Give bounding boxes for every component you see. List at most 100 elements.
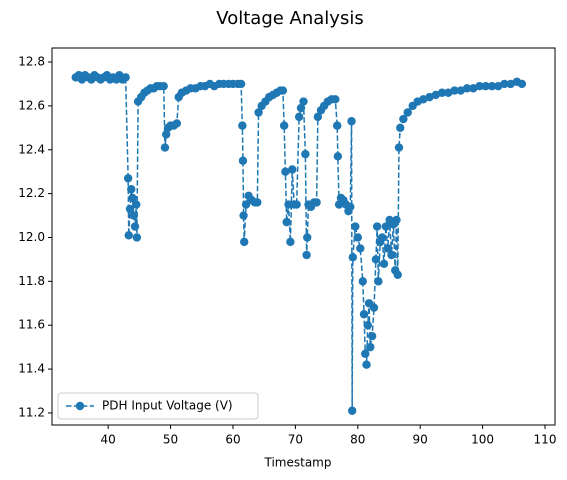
data-point bbox=[127, 185, 136, 194]
data-point bbox=[500, 79, 509, 89]
data-point bbox=[475, 81, 484, 91]
data-point bbox=[392, 215, 401, 225]
data-point bbox=[254, 108, 263, 117]
data-point bbox=[379, 259, 389, 269]
data-point bbox=[374, 277, 383, 286]
data-point bbox=[353, 233, 362, 242]
data-point bbox=[302, 250, 311, 260]
data-point bbox=[172, 119, 182, 128]
data-point bbox=[396, 123, 405, 133]
data-point bbox=[332, 121, 342, 130]
data-point bbox=[313, 112, 323, 122]
data-point bbox=[487, 81, 497, 91]
data-point bbox=[132, 233, 142, 242]
data-point bbox=[462, 84, 472, 93]
data-point bbox=[294, 112, 304, 122]
data-point bbox=[236, 79, 246, 89]
data-point bbox=[363, 321, 372, 330]
data-point bbox=[372, 222, 382, 231]
y-tick-label: 11.2 bbox=[18, 405, 45, 419]
data-point bbox=[369, 303, 379, 312]
y-tick-label: 12.8 bbox=[18, 55, 45, 69]
data-point bbox=[381, 222, 391, 231]
x-tick-label: 60 bbox=[225, 433, 240, 447]
data-point bbox=[129, 211, 138, 220]
data-point bbox=[312, 198, 321, 207]
data-point bbox=[123, 174, 133, 183]
data-point bbox=[160, 143, 170, 152]
data-point bbox=[281, 167, 290, 176]
data-point bbox=[238, 156, 248, 165]
data-point bbox=[331, 95, 340, 104]
x-axis-label: Timestamp bbox=[264, 456, 332, 470]
x-tick-label: 110 bbox=[534, 433, 557, 447]
data-point bbox=[292, 200, 301, 209]
chart-title: Voltage Analysis bbox=[216, 8, 363, 29]
legend-box bbox=[57, 392, 259, 420]
data-point bbox=[517, 79, 527, 89]
data-point bbox=[394, 143, 404, 152]
data-point bbox=[253, 198, 262, 207]
data-point bbox=[130, 222, 140, 231]
data-point bbox=[356, 244, 365, 253]
data-point bbox=[362, 360, 371, 369]
data-point bbox=[348, 253, 358, 262]
data-point bbox=[303, 233, 312, 242]
y-tick-label: 11.4 bbox=[18, 362, 45, 376]
x-tick-label: 100 bbox=[471, 433, 494, 447]
data-point bbox=[371, 255, 381, 264]
data-point bbox=[124, 231, 133, 240]
y-tick-label: 12.4 bbox=[18, 142, 45, 156]
data-point bbox=[399, 114, 408, 124]
y-tick-label: 11.8 bbox=[18, 274, 45, 288]
data-point bbox=[351, 222, 360, 231]
data-point bbox=[383, 244, 392, 253]
data-point bbox=[387, 250, 396, 260]
y-tick-label: 12.0 bbox=[18, 230, 45, 244]
data-point bbox=[240, 237, 249, 247]
data-point bbox=[358, 277, 367, 286]
data-point bbox=[238, 121, 247, 130]
x-tick-label: 50 bbox=[163, 433, 178, 447]
data-point bbox=[450, 86, 459, 95]
data-point bbox=[346, 202, 355, 211]
data-point bbox=[393, 270, 402, 279]
data-point bbox=[125, 204, 135, 214]
data-point bbox=[282, 217, 291, 227]
y-tick-label: 11.6 bbox=[18, 318, 45, 332]
data-point bbox=[301, 149, 310, 159]
x-tick-label: 70 bbox=[288, 433, 303, 447]
data-point bbox=[347, 406, 357, 415]
data-point bbox=[296, 103, 306, 113]
data-point bbox=[347, 117, 356, 126]
y-tick-label: 12.6 bbox=[18, 98, 45, 112]
plot-frame bbox=[51, 47, 556, 426]
data-point bbox=[367, 331, 377, 341]
x-tick-label: 80 bbox=[350, 433, 365, 447]
data-point bbox=[481, 81, 490, 91]
data-point bbox=[239, 211, 248, 220]
x-tick-label: 40 bbox=[101, 433, 116, 447]
legend-label: PDH Input Voltage (V) bbox=[102, 399, 233, 413]
data-point bbox=[366, 342, 375, 352]
data-point bbox=[403, 108, 412, 117]
data-point bbox=[286, 237, 295, 247]
data-point bbox=[278, 86, 288, 95]
y-tick-label: 12.2 bbox=[18, 186, 45, 200]
data-point bbox=[121, 73, 130, 82]
data-point bbox=[159, 81, 168, 91]
data-point bbox=[437, 88, 447, 97]
data-point bbox=[288, 165, 297, 174]
data-point bbox=[162, 130, 171, 139]
data-point bbox=[333, 152, 343, 161]
data-point bbox=[128, 193, 137, 203]
legend-marker bbox=[75, 401, 85, 411]
data-point bbox=[132, 200, 141, 209]
x-tick-label: 90 bbox=[413, 433, 428, 447]
data-point bbox=[299, 97, 308, 106]
data-point bbox=[377, 233, 387, 242]
series-line bbox=[75, 73, 523, 411]
data-point bbox=[279, 121, 289, 130]
data-point bbox=[361, 349, 370, 358]
